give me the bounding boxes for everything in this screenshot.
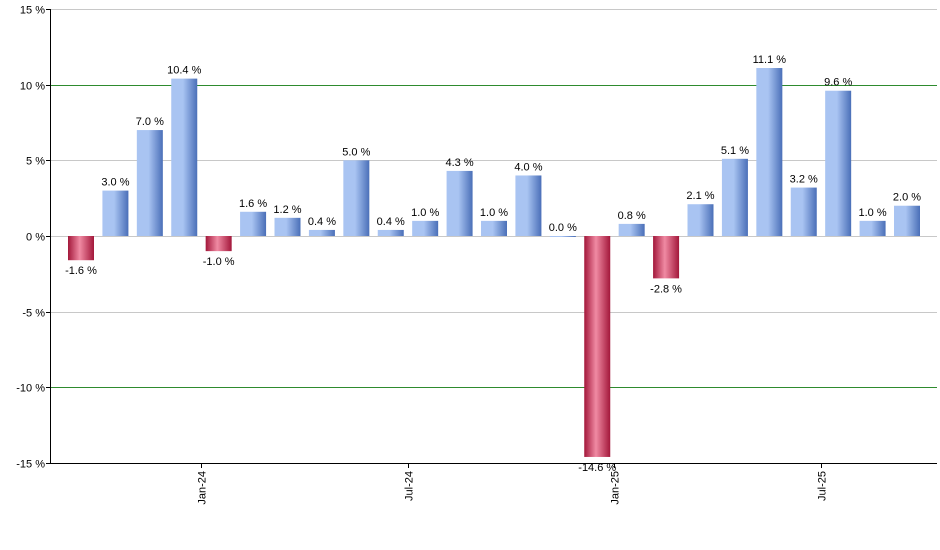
data-label: 2.1 % xyxy=(686,190,714,202)
y-tick-label: -10 % xyxy=(16,383,45,395)
bar xyxy=(790,187,817,236)
data-label: 1.6 % xyxy=(239,198,267,210)
y-tick-label: 0 % xyxy=(26,232,45,244)
data-label: 9.6 % xyxy=(824,77,852,89)
bar xyxy=(584,236,611,457)
bar xyxy=(687,204,714,236)
bar xyxy=(136,130,163,236)
data-label: 0.4 % xyxy=(377,216,405,228)
bar xyxy=(756,68,783,237)
gridlines xyxy=(50,9,937,464)
bar xyxy=(549,236,576,237)
data-label: 1.0 % xyxy=(859,207,887,219)
data-label: 5.0 % xyxy=(342,146,370,158)
bar xyxy=(343,160,370,236)
data-label: 5.1 % xyxy=(721,145,749,157)
bar xyxy=(446,170,473,236)
bar xyxy=(653,236,680,279)
data-label: 4.0 % xyxy=(514,161,542,173)
y-tick-label: 10 % xyxy=(20,81,45,93)
data-label: 4.3 % xyxy=(446,157,474,169)
data-label: 11.1 % xyxy=(753,54,787,66)
data-label: -2.8 % xyxy=(650,283,682,295)
data-label: 10.4 % xyxy=(167,65,201,77)
data-label: -14.6 % xyxy=(578,462,616,474)
data-label: 1.0 % xyxy=(480,207,508,219)
axes: 15 % 10 % 5 % 0 % -5 % -10 % -15 % Jan-24 Jul-24… xyxy=(16,5,937,505)
bar xyxy=(274,217,301,236)
data-label: 0.8 % xyxy=(618,210,646,222)
bar xyxy=(240,211,267,236)
x-tick-label: Jan-25 xyxy=(610,471,622,505)
bars xyxy=(68,68,920,457)
bar xyxy=(308,229,335,236)
data-label: 3.0 % xyxy=(101,177,129,189)
bar xyxy=(481,220,507,236)
data-labels: -1.6 % 3.0 % 7.0 % 10.4 % -1.0 % 1.6 % 1.2 % 0.… xyxy=(65,54,921,474)
bar xyxy=(515,175,542,236)
y-tick-label: 15 % xyxy=(20,5,45,17)
data-label: 3.2 % xyxy=(790,174,818,186)
data-label: 7.0 % xyxy=(136,116,164,128)
bar xyxy=(412,220,439,236)
data-label: 1.2 % xyxy=(273,204,301,216)
bar xyxy=(859,220,886,236)
bar xyxy=(171,78,198,236)
bar xyxy=(721,158,748,236)
bar xyxy=(618,223,645,236)
data-label: 1.0 % xyxy=(411,207,439,219)
x-tick-label: Jul-24 xyxy=(404,471,416,501)
data-label: -1.0 % xyxy=(203,256,235,268)
x-tick-label: Jan-24 xyxy=(197,471,209,505)
x-tick-label: Jul-25 xyxy=(817,471,829,501)
data-label: -1.6 % xyxy=(65,265,97,277)
bar xyxy=(68,236,94,261)
data-label: 0.4 % xyxy=(308,216,336,228)
y-tick-label: -5 % xyxy=(22,308,45,320)
bar xyxy=(102,190,129,236)
bar xyxy=(894,205,920,236)
bar xyxy=(205,236,232,252)
data-label: 0.0 % xyxy=(549,222,577,234)
y-tick-label: 5 % xyxy=(26,156,45,168)
bar xyxy=(377,229,404,236)
bar xyxy=(825,90,852,236)
data-label: 2.0 % xyxy=(893,192,921,204)
y-tick-label: -15 % xyxy=(16,459,45,471)
